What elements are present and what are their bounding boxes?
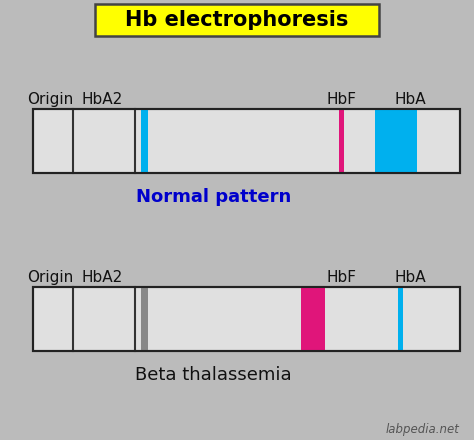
Text: HbA: HbA: [394, 270, 426, 285]
Bar: [301, 287, 325, 351]
Text: HbA2: HbA2: [81, 270, 123, 285]
Bar: [33, 287, 460, 351]
Bar: [33, 287, 460, 351]
Bar: [33, 109, 460, 172]
Bar: [141, 109, 148, 172]
Text: labpedia.net: labpedia.net: [386, 422, 460, 436]
Text: Origin: Origin: [27, 270, 73, 285]
Bar: [339, 109, 344, 172]
Text: HbF: HbF: [326, 270, 356, 285]
FancyBboxPatch shape: [95, 4, 379, 36]
Bar: [398, 287, 403, 351]
Bar: [33, 109, 460, 172]
Bar: [375, 109, 417, 172]
Text: Origin: Origin: [27, 92, 73, 107]
Text: HbA: HbA: [394, 92, 426, 107]
Bar: [141, 287, 148, 351]
Text: HbF: HbF: [326, 92, 356, 107]
Text: Beta thalassemia: Beta thalassemia: [135, 366, 292, 384]
Text: HbA2: HbA2: [81, 92, 123, 107]
Text: Hb electrophoresis: Hb electrophoresis: [125, 10, 349, 30]
Text: Normal pattern: Normal pattern: [136, 188, 291, 206]
